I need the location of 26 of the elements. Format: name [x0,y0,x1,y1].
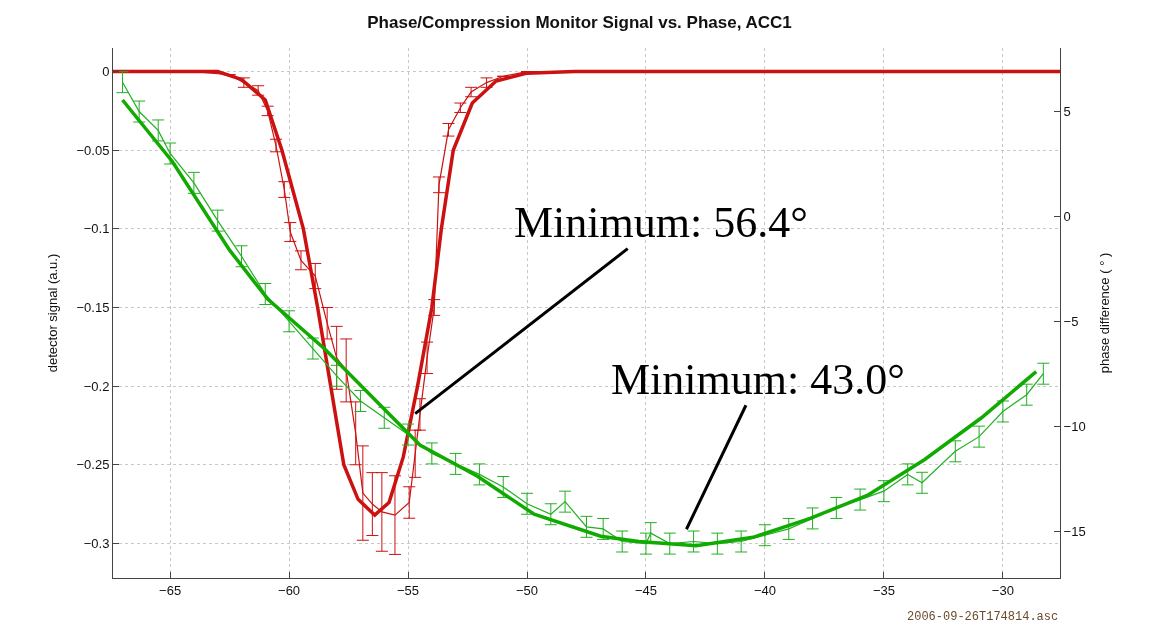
y2-tick-label: 5 [1063,104,1071,120]
x-tick-label: −55 [397,582,420,598]
y2-tick-label: −10 [1063,418,1086,434]
y2-tick-label: −15 [1063,523,1086,539]
x-tick-label: −50 [515,582,539,598]
y2-axis-title: phase difference ( ° ) [1097,252,1113,374]
y-tick-label: −0.2 [83,378,110,394]
y-tick-label: −0.05 [76,142,110,158]
y-tick-label: 0 [102,64,110,80]
y-tick-label: −0.25 [76,457,110,473]
y-tick-label: −0.3 [83,535,110,551]
x-tick-label: −65 [159,582,182,598]
x-tick-label: −40 [753,582,776,598]
x-tick-label: −30 [991,582,1014,598]
y2-tick-label: −5 [1063,313,1079,329]
x-tick-label: −35 [872,582,895,598]
y2-tick-label: 0 [1063,208,1071,224]
annotation: Minimum: 43.0° [611,355,905,404]
y-tick-label: −0.15 [76,300,110,316]
x-tick-label: −45 [634,582,658,598]
chart-title: Phase/Compression Monitor Signal vs. Phase, ACC1 [367,12,792,32]
y-axis-title: detector signal (a.u.) [45,253,61,373]
annotation: Minimum: 56.4° [514,198,808,247]
x-tick-label: −60 [278,582,301,598]
y-tick-label: −0.1 [83,221,110,237]
text: 2006-09-26T174814.asc [907,610,1059,624]
